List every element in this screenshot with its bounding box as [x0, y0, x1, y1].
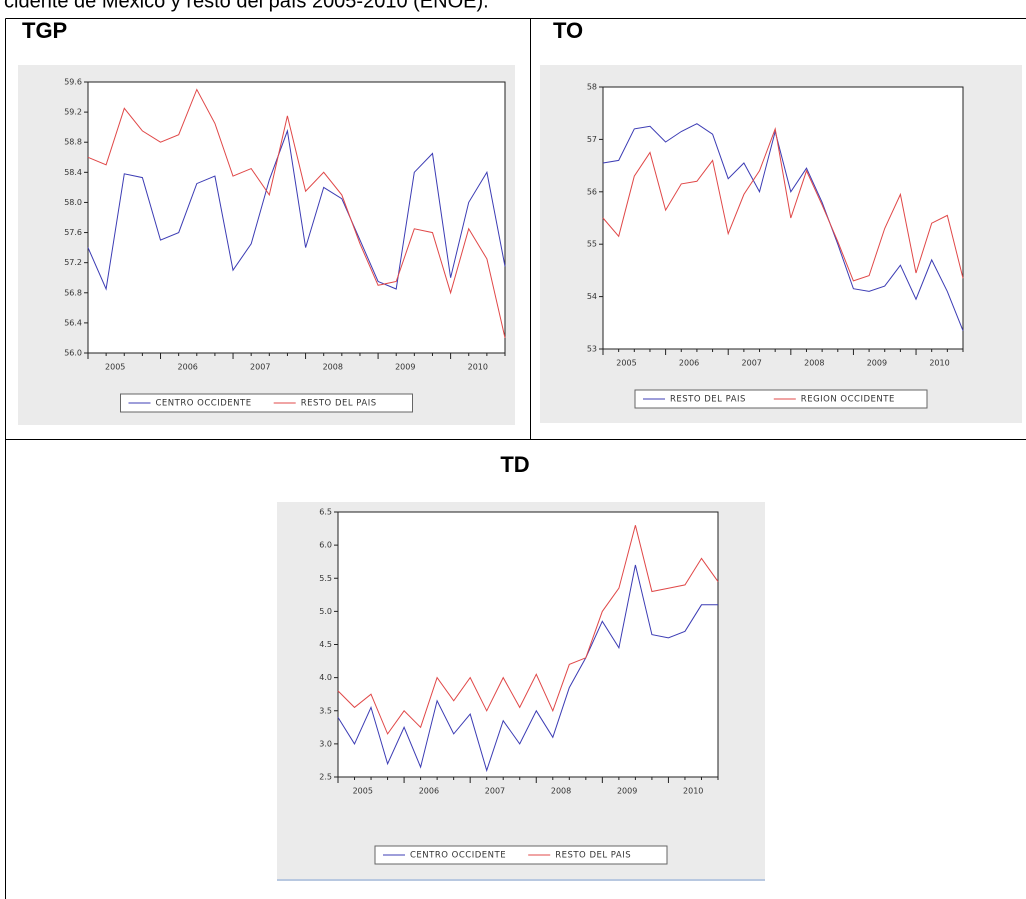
- y-tick-label: 53: [587, 345, 597, 354]
- y-tick-label: 5.5: [319, 574, 332, 583]
- panel-title: TO: [553, 18, 583, 43]
- x-tick-label: 2007: [250, 363, 270, 372]
- x-tick-label: 2005: [105, 363, 125, 372]
- y-tick-label: 54: [587, 292, 597, 301]
- y-tick-label: 58.8: [64, 138, 82, 147]
- y-tick-label: 58.0: [64, 198, 82, 207]
- x-tick-label: 2007: [742, 359, 762, 368]
- x-tick-label: 2005: [616, 359, 636, 368]
- panel-title: TD: [500, 452, 529, 477]
- plot-area: [337, 511, 719, 778]
- y-tick-label: 5.0: [319, 607, 332, 616]
- series-line: [87, 128, 506, 291]
- x-tick-label: 2006: [679, 359, 699, 368]
- y-tick-label: 57.2: [64, 258, 82, 267]
- panel-title: TGP: [22, 18, 67, 43]
- series-line: [87, 88, 506, 339]
- x-tick-label: 2006: [419, 787, 439, 796]
- x-tick-label: 2010: [929, 359, 949, 368]
- y-tick-label: 58: [587, 83, 597, 92]
- x-tick-label: 2008: [804, 359, 824, 368]
- legend-label: RESTO DEL PAIS: [555, 851, 631, 861]
- legend-label: CENTRO OCCIDENTE: [410, 851, 506, 861]
- legend-box: [374, 845, 668, 865]
- x-tick-label: 2007: [485, 787, 505, 796]
- y-tick-label: 55: [587, 240, 597, 249]
- y-tick-label: 4.0: [319, 673, 332, 682]
- y-tick-label: 59.2: [64, 108, 82, 117]
- x-tick-label: 2006: [178, 363, 198, 372]
- header-text: cidente de México y resto del país 2005-…: [4, 0, 489, 12]
- legend-label: RESTO DEL PAIS: [670, 395, 746, 405]
- series-line: [602, 127, 964, 282]
- series-line: [602, 123, 964, 331]
- plot-area: [602, 86, 964, 350]
- x-tick-label: 2010: [683, 787, 703, 796]
- y-tick-label: 6.0: [319, 541, 332, 550]
- y-tick-label: 58.4: [64, 168, 82, 177]
- plot-area: [87, 81, 506, 354]
- y-tick-label: 57.6: [64, 228, 82, 237]
- x-tick-label: 2009: [617, 787, 637, 796]
- x-tick-label: 2008: [323, 363, 343, 372]
- y-tick-label: 3.5: [319, 706, 332, 715]
- legend-box: [120, 393, 413, 413]
- series-line: [337, 525, 719, 735]
- y-tick-label: 6.5: [319, 508, 332, 517]
- y-tick-label: 56: [587, 187, 597, 196]
- x-tick-label: 2009: [395, 363, 415, 372]
- table-borders: [5, 18, 1026, 899]
- y-tick-label: 2.5: [319, 773, 332, 782]
- y-tick-label: 3.0: [319, 739, 332, 748]
- x-tick-label: 2008: [551, 787, 571, 796]
- y-tick-label: 56.0: [64, 349, 82, 358]
- series-line: [337, 564, 718, 773]
- x-tick-label: 2009: [867, 359, 887, 368]
- x-tick-label: 2005: [353, 787, 373, 796]
- y-tick-label: 56.8: [64, 288, 82, 297]
- y-tick-label: 59.6: [64, 78, 82, 87]
- y-tick-label: 4.5: [319, 640, 332, 649]
- legend-label: REGION OCCIDENTE: [801, 395, 895, 405]
- y-tick-label: 56.4: [64, 318, 82, 327]
- x-tick-label: 2010: [468, 363, 488, 372]
- legend-label: CENTRO OCCIDENTE: [156, 399, 252, 409]
- legend-label: RESTO DEL PAIS: [301, 399, 377, 409]
- y-tick-label: 57: [587, 135, 597, 144]
